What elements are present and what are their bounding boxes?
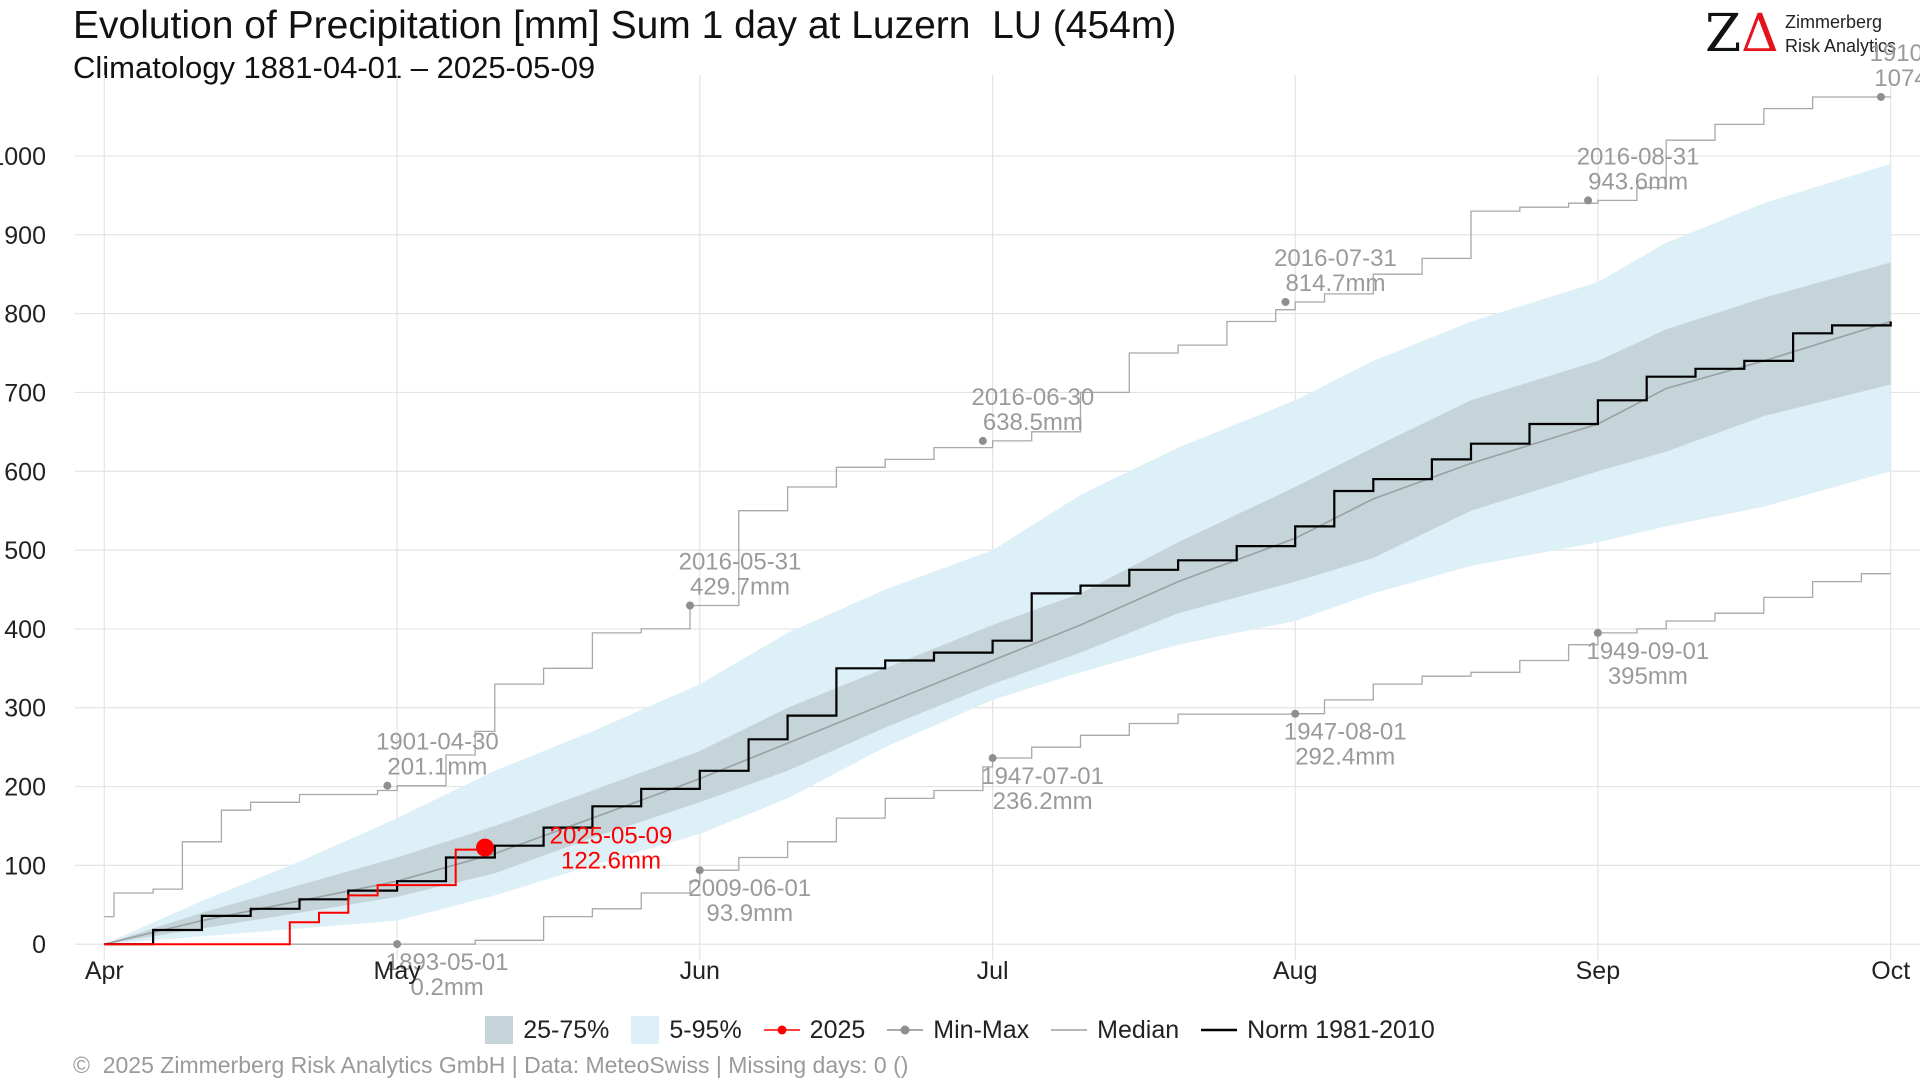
logo-text-line1: Zimmerberg bbox=[1785, 12, 1883, 32]
logo-text-line2: Risk Analytics bbox=[1785, 36, 1897, 56]
current-2025-date-label: 2025-05-09 bbox=[550, 823, 673, 850]
x-tick-label: Jun bbox=[680, 957, 720, 985]
max-point bbox=[978, 436, 987, 445]
x-tick-label: Apr bbox=[85, 957, 124, 985]
legend-item: 25-75% bbox=[485, 1016, 609, 1045]
legend-label: 25-75% bbox=[523, 1015, 610, 1044]
min-point bbox=[393, 940, 402, 949]
y-tick-label: 1000 bbox=[0, 143, 46, 171]
y-tick-label: 800 bbox=[4, 301, 46, 329]
max-point bbox=[686, 601, 694, 610]
max-point-value-label: 429.7mm bbox=[690, 574, 790, 601]
x-tick-label: Aug bbox=[1273, 957, 1317, 985]
chart-subtitle: Climatology 1881-04-01 – 2025-05-09 bbox=[73, 50, 596, 85]
max-point-value-label: 638.5mm bbox=[983, 409, 1083, 436]
legend-label: 5-95% bbox=[669, 1015, 742, 1044]
max-point-date-label: 2016-07-31 bbox=[1274, 245, 1397, 272]
current-2025-value-label: 122.6mm bbox=[561, 848, 661, 875]
max-line bbox=[104, 96, 1891, 918]
legend-swatch bbox=[631, 1016, 660, 1044]
min-point bbox=[988, 754, 997, 763]
max-point-value-label: 201.1mm bbox=[387, 754, 487, 781]
legend-item: Min-Max bbox=[887, 1016, 1029, 1045]
max-point-value-label: 1074.8mm bbox=[1874, 65, 1920, 92]
min-point-date-label: 1947-08-01 bbox=[1284, 719, 1407, 746]
legend-line-key bbox=[1201, 1028, 1238, 1032]
legend-line-key bbox=[887, 1025, 924, 1035]
x-tick-label: Sep bbox=[1576, 957, 1620, 985]
percentile-bands bbox=[104, 163, 1891, 945]
min-point-date-label: 1893-05-01 bbox=[386, 949, 509, 976]
current-2025-point bbox=[476, 838, 494, 857]
min-point-date-label: 1949-09-01 bbox=[1586, 638, 1709, 665]
max-point-date-label: 1901-04-30 bbox=[376, 729, 499, 756]
min-point-date-label: 2009-06-01 bbox=[688, 875, 811, 902]
y-tick-label: 500 bbox=[4, 537, 46, 565]
legend-item: 5-95% bbox=[631, 1015, 742, 1045]
min-point-value-label: 395mm bbox=[1608, 663, 1688, 690]
min-point-date-label: 1947-07-01 bbox=[981, 763, 1104, 790]
max-point-date-label: 2016-06-30 bbox=[971, 384, 1094, 411]
legend-swatch bbox=[485, 1016, 514, 1044]
legend-item: 2025 bbox=[763, 1015, 866, 1045]
max-point bbox=[1876, 92, 1885, 101]
max-point bbox=[383, 781, 392, 790]
marker-points bbox=[383, 92, 1885, 949]
y-tick-label: 700 bbox=[4, 379, 46, 407]
legend-item: Median bbox=[1051, 1016, 1179, 1045]
min-point-value-label: 93.9mm bbox=[706, 900, 793, 927]
min-point bbox=[1593, 628, 1602, 637]
min-line bbox=[104, 573, 1891, 945]
y-tick-label: 600 bbox=[4, 458, 46, 486]
x-tick-label: Oct bbox=[1871, 957, 1910, 985]
norm-1981-2010-line bbox=[104, 321, 1892, 946]
min-point bbox=[695, 866, 704, 875]
max-point-value-label: 814.7mm bbox=[1285, 270, 1385, 297]
y-tick-label: 200 bbox=[4, 774, 46, 802]
max-point-date-label: 2016-05-31 bbox=[679, 549, 802, 576]
current-2025-line bbox=[104, 847, 486, 946]
max-point bbox=[1584, 196, 1593, 205]
band-25-75 bbox=[104, 262, 1891, 945]
max-point-value-label: 943.6mm bbox=[1588, 168, 1688, 195]
max-point-date-label: 2016-08-31 bbox=[1577, 143, 1700, 170]
legend-label: Min-Max bbox=[933, 1015, 1030, 1044]
y-tick-label: 0 bbox=[32, 931, 46, 959]
legend-item: Norm 1981-2010 bbox=[1201, 1016, 1435, 1045]
company-logo: ZΔ Zimmerberg Risk Analytics bbox=[1705, 8, 1905, 60]
x-tick-label: May bbox=[374, 957, 422, 985]
legend-label: 2025 bbox=[809, 1015, 866, 1044]
legend-label: Norm 1981-2010 bbox=[1247, 1015, 1435, 1044]
y-tick-label: 100 bbox=[4, 852, 46, 880]
chart-title: Evolution of Precipitation [mm] Sum 1 da… bbox=[73, 4, 1177, 47]
band-5-95 bbox=[104, 163, 1891, 945]
logo-mark: ZΔ bbox=[1705, 4, 1779, 64]
footer-credits: © 2025 Zimmerberg Risk Analytics GmbH | … bbox=[73, 1052, 909, 1078]
legend-label: Median bbox=[1097, 1015, 1180, 1044]
min-point-value-label: 236.2mm bbox=[993, 788, 1093, 815]
max-point-date-label: 1910-09-30 bbox=[1870, 40, 1920, 67]
y-tick-label: 300 bbox=[4, 695, 46, 723]
legend-line-key bbox=[763, 1025, 800, 1035]
chart-legend: 25-75% 5-95% 2025 Min-Max Median Norm 1981-20… bbox=[0, 1010, 1920, 1050]
y-tick-label: 900 bbox=[4, 222, 46, 250]
min-point-value-label: 0.2mm bbox=[410, 974, 483, 1001]
min-point-value-label: 292.4mm bbox=[1295, 744, 1395, 771]
legend-line-key bbox=[1051, 1029, 1088, 1031]
series-lines bbox=[104, 96, 1892, 946]
max-point bbox=[1281, 298, 1290, 307]
axes: 0 100 200 300 400 500 600 700 800 900 1000 Apr May Ju… bbox=[0, 143, 1910, 985]
x-tick-label: Jul bbox=[977, 957, 1009, 985]
min-point bbox=[1291, 709, 1300, 718]
y-tick-label: 400 bbox=[4, 616, 46, 644]
